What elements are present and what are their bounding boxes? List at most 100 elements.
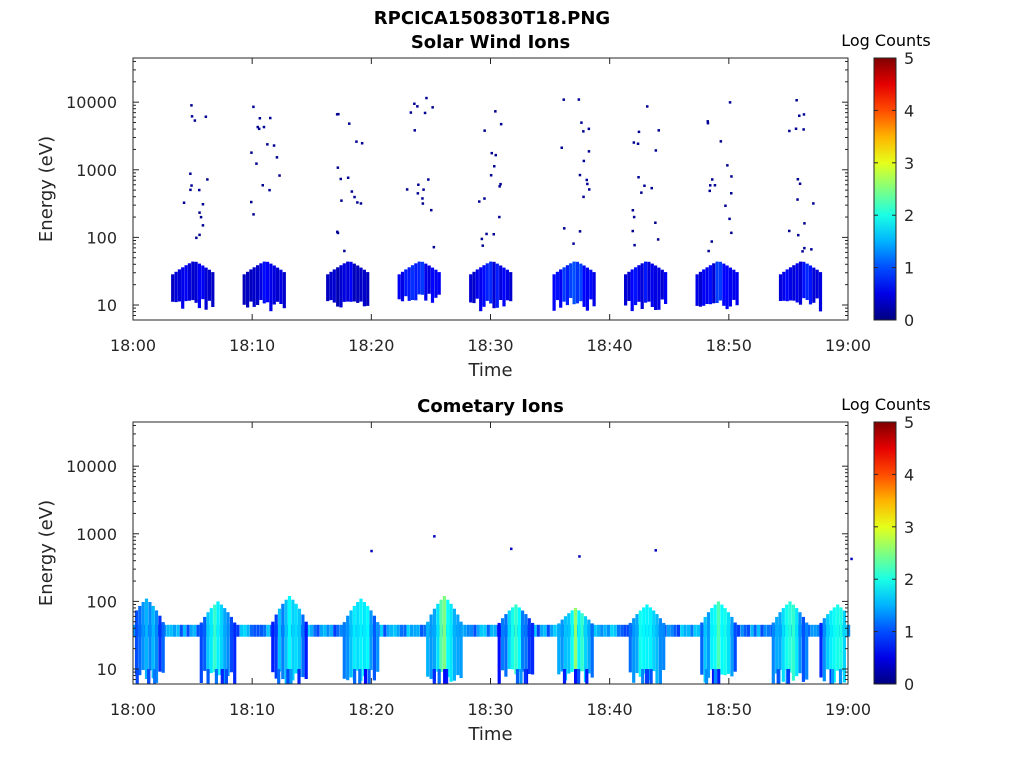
heatmap-cell (420, 261, 425, 295)
heatmap-cell (552, 274, 556, 311)
heatmap-cell (363, 669, 368, 684)
x-tick-label: 18:20 (348, 700, 394, 719)
heatmap-cell (258, 117, 262, 120)
heatmap-cell (713, 604, 717, 681)
heatmap-cell (776, 669, 780, 684)
heatmap-cell (362, 602, 366, 677)
heatmap-cell (281, 603, 285, 680)
heatmap-cell (587, 619, 591, 674)
figure-title: RPCICA150830T18.PNG (374, 8, 610, 29)
heatmap-cell (252, 105, 255, 109)
heatmap-cell (702, 269, 706, 306)
heatmap-cell (271, 621, 275, 673)
heatmap-cell (339, 265, 343, 308)
heatmap-cell (430, 267, 435, 303)
heatmap-cell (649, 669, 653, 684)
heatmap-cell (664, 272, 668, 304)
heatmap-cell (796, 178, 800, 181)
heatmap-cell (196, 624, 200, 637)
heatmap-cell (195, 236, 198, 240)
heatmap-cell (795, 99, 798, 102)
colorbar-tick-label: 1 (904, 623, 914, 642)
heatmap-cell (335, 113, 339, 116)
heatmap-cell (423, 624, 427, 637)
heatmap-cell (276, 267, 280, 302)
heatmap-cell (794, 127, 798, 130)
heatmap-cell (316, 624, 320, 637)
heatmap-cell (808, 265, 813, 305)
heatmap-cell (778, 274, 783, 301)
heatmap-cell (596, 624, 600, 637)
heatmap-cell (209, 608, 213, 674)
heatmap-cell (757, 624, 761, 637)
heatmap-cell (443, 669, 447, 684)
y-tick-label: 10 (97, 296, 117, 315)
heatmap-cell (836, 604, 840, 671)
heatmap-cell (336, 231, 340, 235)
heatmap-cell (577, 669, 581, 684)
heatmap-cell (499, 122, 503, 126)
heatmap-cell (507, 610, 511, 669)
heatmap-cell (278, 174, 281, 177)
heatmap-cell (565, 265, 569, 306)
heatmap-cell (829, 610, 833, 679)
heatmap-cell (719, 140, 723, 143)
heatmap-cell (802, 128, 805, 131)
heatmap-cell (359, 598, 363, 681)
heatmap-cell (279, 269, 283, 304)
heatmap-cell (370, 549, 373, 553)
heatmap-cell (569, 263, 573, 298)
heatmap-cell (730, 175, 733, 178)
heatmap-cell (706, 120, 709, 123)
heatmap-cell (850, 557, 853, 561)
heatmap-cell (842, 610, 846, 683)
heatmap-cell (405, 188, 409, 191)
colorbar-label: Log Counts (841, 31, 931, 50)
heatmap-cell (206, 669, 210, 684)
heatmap-cell (193, 624, 197, 637)
heatmap-cell (313, 624, 317, 637)
heatmap-cell (750, 624, 754, 637)
heatmap-cell (213, 604, 217, 673)
heatmap-cell (329, 271, 333, 301)
heatmap-cell (480, 237, 484, 241)
heatmap-cell (284, 599, 288, 684)
y-axis-label: Energy (eV) (36, 136, 57, 242)
heatmap-cell (580, 613, 584, 672)
heatmap-cell (802, 261, 806, 299)
plot-area (133, 422, 848, 684)
heatmap-cell (631, 209, 635, 212)
heatmap-cell (199, 622, 203, 683)
heatmap-cell (570, 610, 574, 672)
heatmap-cell (494, 153, 497, 157)
heatmap-cell (483, 129, 486, 132)
heatmap-cell (582, 130, 585, 133)
heatmap-cell (272, 144, 276, 147)
heatmap-cell (575, 261, 579, 304)
heatmap-cell (186, 624, 190, 637)
heatmap-cell (346, 176, 350, 179)
heatmap-cell (630, 269, 634, 312)
heatmap-cell (389, 624, 394, 637)
heatmap-cell (572, 242, 575, 245)
heatmap-cell (632, 141, 636, 144)
heatmap-cell (463, 624, 467, 637)
heatmap-cell (478, 200, 481, 203)
heatmap-cell (445, 669, 449, 684)
heatmap-cell (519, 669, 523, 684)
heatmap-cell (533, 624, 537, 637)
heatmap-cell (342, 263, 346, 302)
heatmap-cell (695, 274, 699, 306)
heatmap-cell (423, 111, 427, 115)
heatmap-cell (515, 669, 520, 684)
heatmap-cell (711, 178, 714, 181)
heatmap-cell (652, 610, 656, 672)
heatmap-cell (409, 111, 413, 114)
x-tick-label: 18:00 (110, 700, 156, 719)
heatmap-cell (201, 265, 205, 300)
heatmap-cell (627, 271, 631, 301)
heatmap-cell (266, 143, 269, 146)
x-tick-label: 18:30 (467, 700, 513, 719)
x-tick-label: 19:00 (825, 700, 871, 719)
heatmap-cell (294, 603, 298, 674)
